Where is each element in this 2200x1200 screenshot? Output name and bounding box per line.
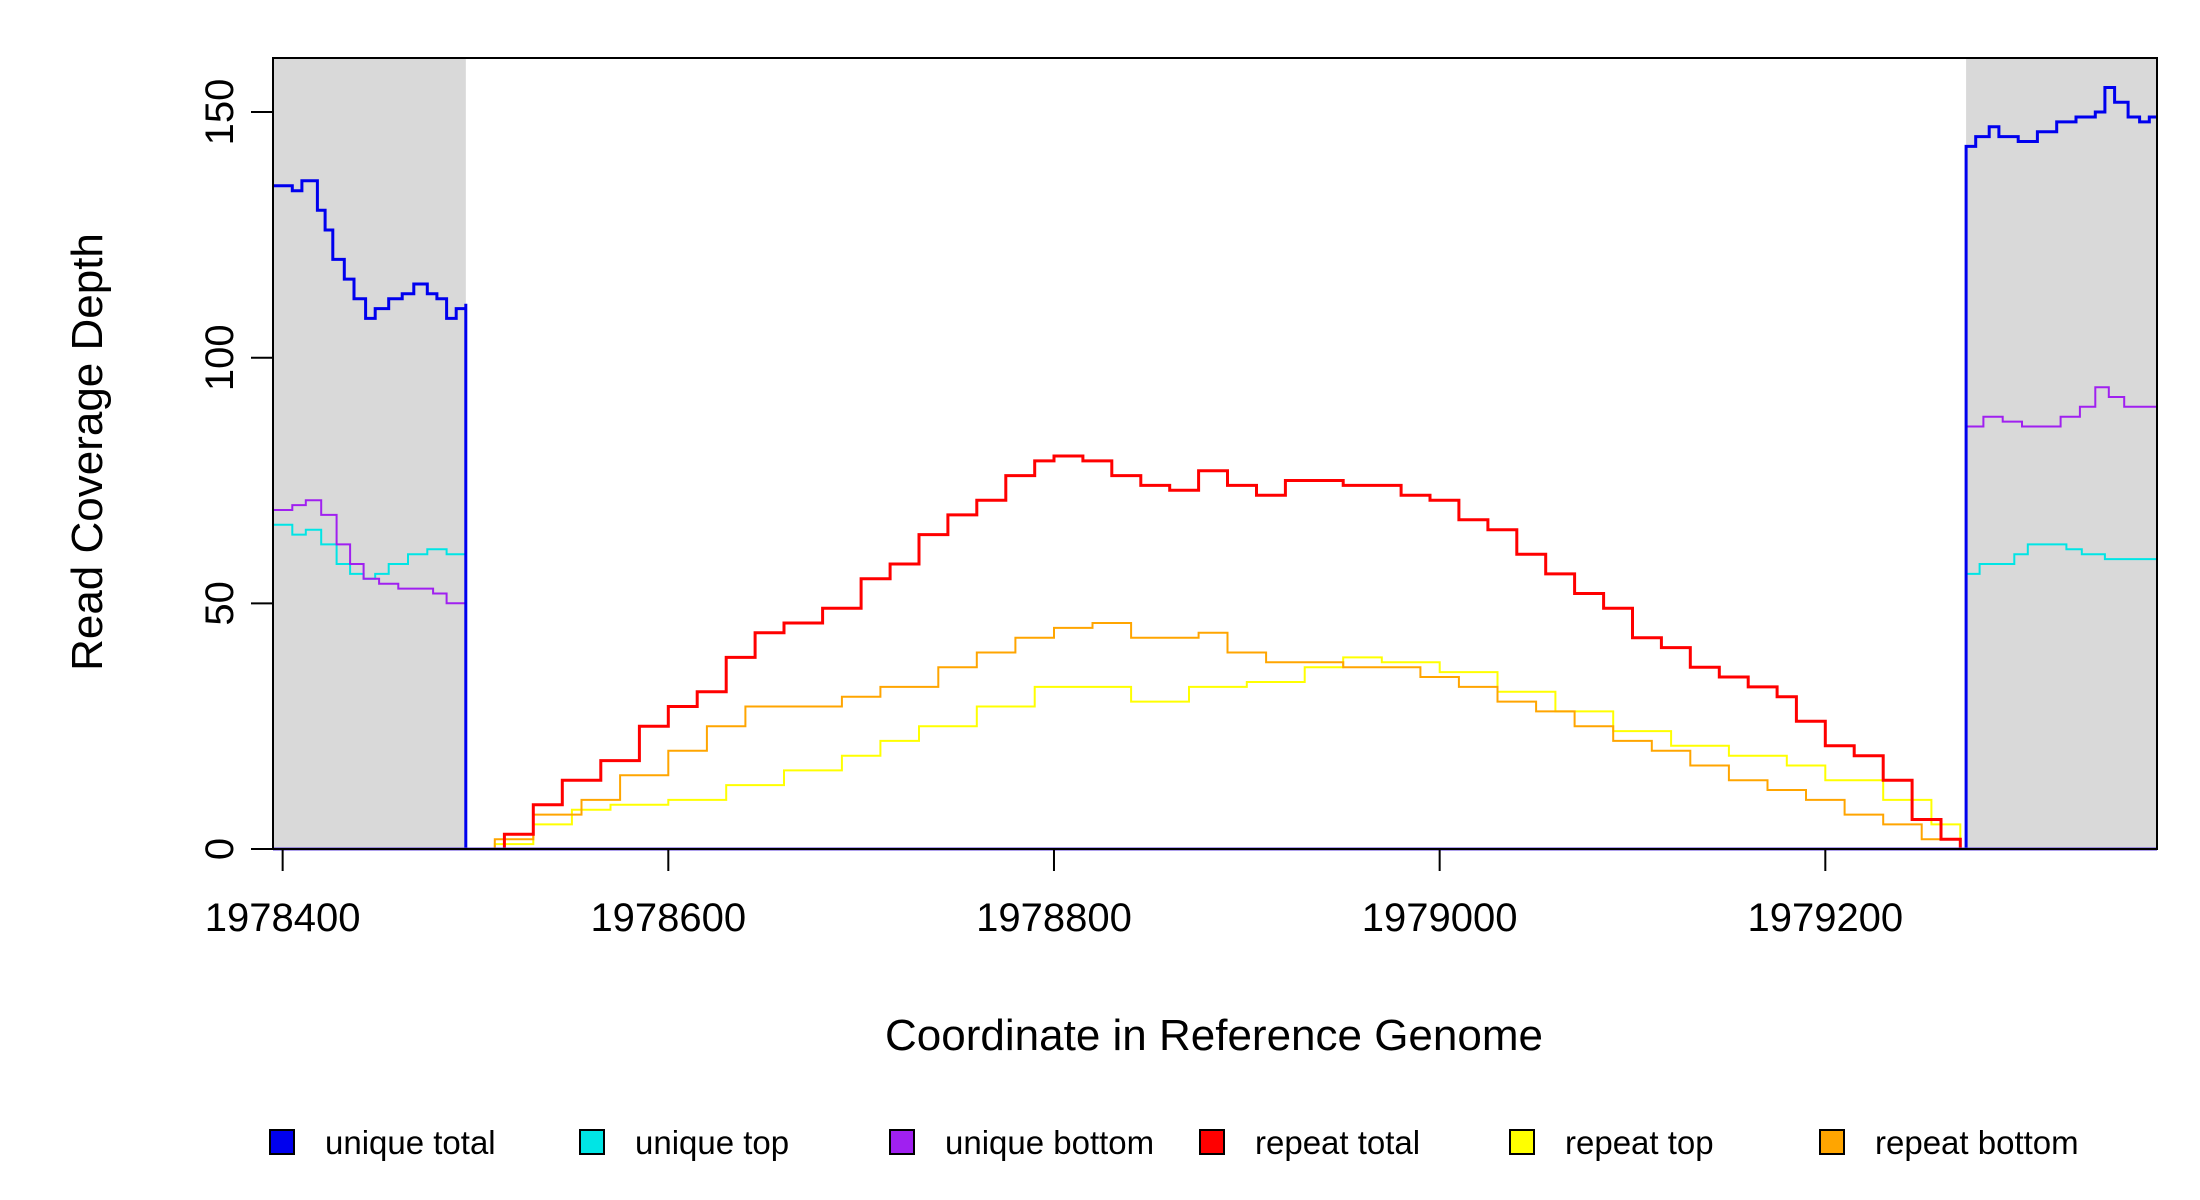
legend-swatch [1509, 1129, 1535, 1155]
x-tick-label: 1978600 [590, 896, 746, 940]
series-line-repeat-bottom [465, 622, 1962, 850]
series-line-repeat-top [465, 656, 1962, 850]
legend-label: unique total [325, 1124, 496, 1161]
legend-label: repeat top [1565, 1124, 1714, 1161]
x-tick-label: 1978400 [205, 896, 361, 940]
x-axis: 1978400 1978600 1978800 1979000 1979200 [205, 848, 2157, 940]
shaded-region-0 [273, 58, 466, 849]
plot-frame [272, 57, 2158, 850]
series-line-repeat-total [465, 454, 1962, 851]
legend-swatch [889, 1129, 915, 1155]
legend-label: unique top [635, 1124, 789, 1161]
legend-item-unique-top: unique top [579, 1124, 789, 1161]
legend-swatch [269, 1129, 295, 1155]
legend-item-repeat-total: repeat total [1199, 1124, 1420, 1161]
legend-label: repeat bottom [1875, 1124, 2079, 1161]
legend-item-repeat-top: repeat top [1509, 1124, 1714, 1161]
x-tick-label: 1979200 [1747, 896, 1903, 940]
shaded-region-1 [1966, 58, 2157, 849]
y-tick-label: 150 [198, 79, 242, 146]
y-axis-title: Read Coverage Depth [63, 233, 112, 671]
legend-item-unique-total: unique total [269, 1124, 496, 1161]
legend-swatch [1819, 1129, 1845, 1155]
y-axis: 0 50 100 150 [198, 79, 274, 860]
legend-item-repeat-bottom: repeat bottom [1819, 1124, 2079, 1161]
x-tick-label: 1978800 [976, 896, 1132, 940]
x-tick-label: 1979000 [1362, 896, 1518, 940]
legend-label: repeat total [1255, 1124, 1420, 1161]
series-lines [273, 86, 2158, 851]
y-tick-label: 0 [198, 838, 242, 860]
x-axis-title: Coordinate in Reference Genome [885, 1011, 1543, 1060]
y-tick-label: 100 [198, 324, 242, 391]
legend-swatch [1199, 1129, 1225, 1155]
legend-swatch [579, 1129, 605, 1155]
y-tick-label: 50 [198, 581, 242, 626]
series-line-unique-total [273, 86, 2157, 851]
shaded-regions [273, 58, 2157, 849]
legend-item-unique-bottom: unique bottom [889, 1124, 1154, 1161]
legend: unique total unique top unique bottom repea… [269, 1124, 2079, 1161]
legend-label: unique bottom [945, 1124, 1154, 1161]
